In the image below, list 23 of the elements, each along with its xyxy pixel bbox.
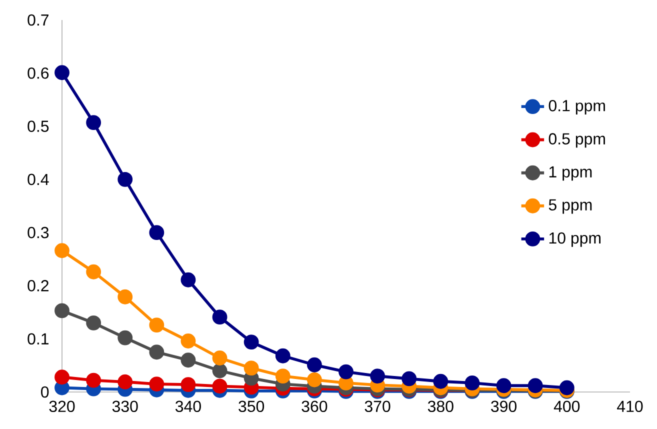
y-tick-label: 0.1 (28, 333, 49, 345)
y-tick-label: 0.7 (28, 14, 48, 26)
x-tick-label: 400 (554, 400, 580, 412)
x-tick-label: 360 (302, 400, 328, 412)
legend-label: 5 ppm (548, 199, 592, 214)
y-tick-label: 0.2 (28, 280, 48, 292)
x-tick-label: 390 (491, 400, 516, 412)
y-tick-label: 0 (41, 386, 49, 398)
x-tick-label: 340 (175, 400, 201, 412)
x-tick-label: 350 (238, 400, 264, 412)
x-tick-label: 380 (428, 400, 454, 412)
legend-label: 10 ppm (549, 232, 601, 247)
y-tick-label: 0.5 (28, 120, 49, 132)
x-tick-label: 320 (49, 400, 75, 412)
x-tick-label: 410 (617, 400, 643, 412)
y-tick-label: 0.6 (28, 67, 49, 79)
legend-label: 0.1 ppm (548, 100, 605, 115)
x-tick-label: 370 (364, 400, 390, 412)
y-tick-label: 0.4 (28, 174, 49, 186)
x-tick-label: 330 (112, 400, 138, 412)
y-tick-label: 0.3 (28, 226, 49, 238)
legend-label: 0.5 ppm (548, 133, 605, 148)
legend-label: 1 ppm (549, 166, 592, 181)
